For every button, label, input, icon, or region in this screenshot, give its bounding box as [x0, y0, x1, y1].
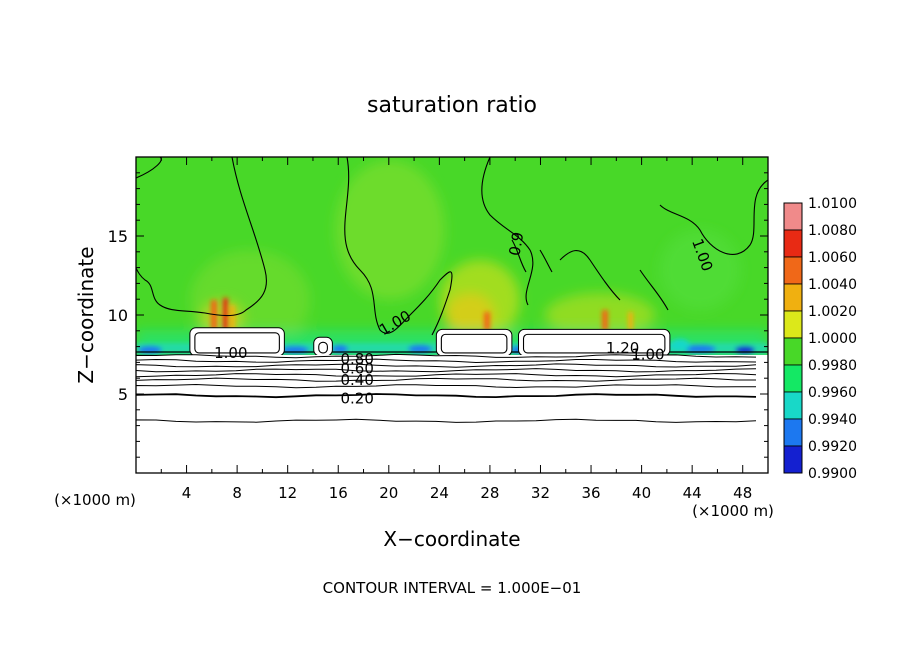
x-unit-label-right: (×1000 m)	[692, 502, 774, 520]
contour-line	[136, 368, 757, 373]
colorbar-label: 1.0000	[808, 331, 857, 347]
colorbar-frame	[783, 202, 803, 474]
x-tick-label: 32	[531, 484, 550, 502]
colorbar-label: 1.0060	[808, 250, 857, 266]
contour-label: 0.60	[340, 360, 373, 378]
contour-line	[136, 418, 757, 423]
x-tick-label: 8	[232, 484, 242, 502]
colorbar-swatch	[783, 337, 803, 366]
colorbar-label: 0.9940	[808, 412, 857, 428]
colorbar: 1.0100 1.0080 1.0060 1.0040 1.0020 1.0000 0.99…	[783, 196, 857, 482]
colorbar-swatch	[783, 256, 803, 285]
y-axis-label: Z−coordinate	[74, 246, 98, 383]
contour-line	[136, 353, 757, 359]
colorbar-label: 0.9920	[808, 439, 857, 455]
colorbar-swatch	[783, 391, 803, 420]
contour-interval-note: CONTOUR INTERVAL = 1.000E−01	[323, 579, 582, 597]
x-axis-ticks: 4 8 12 16 20 24 28 32 36 40 44 48	[160, 157, 752, 502]
cloud-region	[435, 328, 513, 357]
colorbar-swatch	[783, 445, 803, 474]
y-tick-label: 10	[108, 306, 128, 325]
cloud-regions	[189, 327, 671, 357]
colorbar-swatch	[783, 283, 803, 312]
x-tick-label: 44	[683, 484, 702, 502]
contour-line	[136, 363, 757, 368]
colorbar-swatch	[783, 364, 803, 393]
x-tick-label: 24	[430, 484, 449, 502]
contour-label: 1.20	[606, 339, 639, 357]
y-tick-label: 5	[118, 385, 128, 404]
contour-line	[136, 377, 756, 382]
colorbar-swatch	[783, 310, 803, 339]
colorbar-label: 0.9960	[808, 385, 857, 401]
x-unit-label-left: (×1000 m)	[54, 491, 136, 509]
colorbar-label: 1.0080	[808, 223, 857, 239]
contour-label: 1.00	[214, 344, 247, 362]
x-tick-label: 36	[581, 484, 600, 502]
x-tick-label: 20	[379, 484, 398, 502]
x-tick-label: 40	[632, 484, 651, 502]
contour-label: 1.00	[631, 346, 664, 364]
plot-area: 1.00 0.800.600.400.201.001.201.001.000.9	[136, 157, 768, 473]
x-tick-label: 28	[480, 484, 499, 502]
contour-labels: 1.00 0.800.600.400.201.001.201.001.000.9	[214, 231, 716, 408]
colorbar-label: 0.9900	[808, 466, 857, 482]
x-axis-label: X−coordinate	[383, 527, 520, 551]
colorbar-label: 1.0020	[808, 304, 857, 320]
colorbar-label: 1.0100	[808, 196, 857, 212]
contour-label: 0.9	[506, 231, 528, 258]
colorbar-label: 1.0040	[808, 277, 857, 293]
x-tick-label: 16	[329, 484, 348, 502]
contour-line	[136, 372, 757, 378]
x-tick-label: 48	[733, 484, 752, 502]
y-axis-ticks: 5 10 15	[108, 172, 768, 458]
cloud-region	[313, 336, 333, 357]
contour-label: 0.20	[340, 390, 373, 408]
colorbar-swatch	[783, 202, 803, 231]
x-tick-label: 12	[278, 484, 297, 502]
contour-label: 0.80	[340, 350, 373, 368]
upper-contours	[136, 157, 768, 336]
subsaturated-layer	[136, 355, 768, 473]
cloud-region	[518, 328, 671, 357]
chart-title: saturation ratio	[367, 93, 537, 118]
colorbar-label: 0.9980	[808, 358, 857, 374]
contour-label: 0.40	[340, 371, 373, 389]
cloud-region	[189, 327, 285, 357]
colorbar-swatch	[783, 418, 803, 447]
contour-line	[136, 393, 757, 399]
x-tick-label: 4	[182, 484, 192, 502]
contour-line	[136, 358, 757, 364]
contour-line	[136, 383, 757, 389]
lower-contours	[136, 353, 757, 423]
colorbar-swatch	[783, 229, 803, 258]
y-tick-label: 15	[108, 227, 128, 246]
